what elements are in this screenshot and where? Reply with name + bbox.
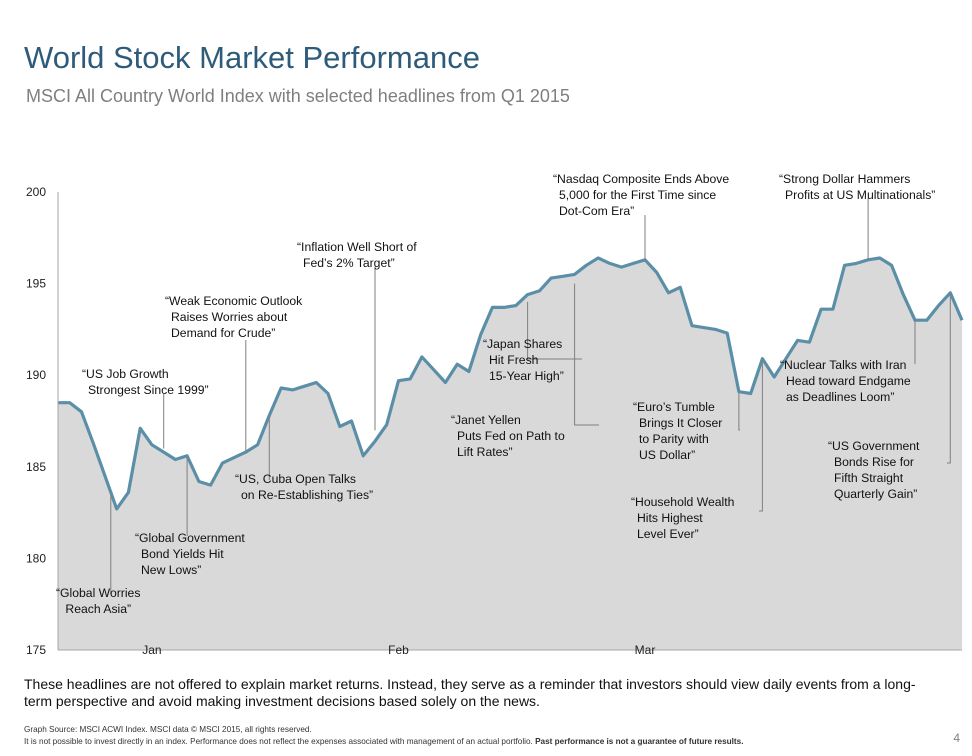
annotation-line: New Lows” xyxy=(141,563,201,577)
annotation-label: “US Job Growth Strongest Since 1999” xyxy=(82,367,209,397)
annotation-line: “US Government xyxy=(828,439,920,453)
annotation-line: “Household Wealth xyxy=(631,495,734,509)
annotation-line: “Global Government xyxy=(135,531,245,545)
annotation-line: 5,000 for the First Time since xyxy=(559,188,716,202)
annotation-line: “US Job Growth xyxy=(82,367,169,381)
annotation-line: Fifth Straight xyxy=(834,471,904,485)
annotation-line: Hit Fresh xyxy=(489,353,538,367)
annotation-label: “Inflation Well Short of Fed’s 2% Target” xyxy=(297,240,417,270)
annotation-line: Reach Asia” xyxy=(62,602,131,616)
annotation-label: “Weak Economic Outlook Raises Worries abo… xyxy=(165,294,303,340)
annotation-line: “Japan Shares xyxy=(483,337,562,351)
annotation-line: Head toward Endgame xyxy=(786,374,911,388)
y-tick-label: 195 xyxy=(26,277,46,291)
annotation-line: Bond Yields Hit xyxy=(141,547,224,561)
y-tick-label: 200 xyxy=(26,185,46,199)
annotation-line: 15-Year High” xyxy=(489,369,564,383)
annotation-line: “Weak Economic Outlook xyxy=(165,294,303,308)
annotation-line: “Nuclear Talks with Iran xyxy=(780,358,906,372)
annotation-line: “US, Cuba Open Talks xyxy=(235,472,356,486)
past-performance-warning: Past performance is not a guarantee of f… xyxy=(535,737,744,746)
annotation-leader xyxy=(574,283,599,426)
annotation-line: Profits at US Multinationals” xyxy=(785,188,935,202)
disclaimer-text: It is not possible to invest directly in… xyxy=(24,737,536,746)
annotation-line: Hits Highest xyxy=(637,511,703,525)
annotation-line: “Inflation Well Short of xyxy=(297,240,417,254)
source-notes: Graph Source: MSCI ACWI Index. MSCI data… xyxy=(24,724,924,748)
annotation-line: Lift Rates” xyxy=(457,445,513,459)
annotation-line: Puts Fed on Path to xyxy=(457,429,565,443)
page-subtitle: MSCI All Country World Index with select… xyxy=(26,86,570,106)
annotation-label: “Nuclear Talks with Iran Head toward Endg… xyxy=(780,358,911,404)
annotation-line: Fed’s 2% Target” xyxy=(303,256,395,270)
annotation-line: as Deadlines Loom” xyxy=(786,390,894,404)
annotation-line: Brings It Closer xyxy=(639,416,722,430)
annotation-leader xyxy=(947,292,951,464)
y-tick-label: 185 xyxy=(26,460,46,474)
annotation-line: Bonds Rise for xyxy=(834,455,914,469)
y-tick-label: 175 xyxy=(26,643,46,657)
annotation-label: “Global Worries Reach Asia” xyxy=(56,586,140,616)
page-title: World Stock Market Performance xyxy=(24,40,480,75)
x-tick-label: Mar xyxy=(635,643,656,657)
index-line xyxy=(58,256,964,511)
annotation-line: Quarterly Gain” xyxy=(834,487,917,501)
annotation-line: “Global Worries xyxy=(56,586,140,600)
annotation-line: US Dollar” xyxy=(639,448,695,462)
index-chart: 175 180 185 190 195 200 Jan Feb Mar “Global Worri… xyxy=(26,172,964,657)
annotation-line: “Janet Yellen xyxy=(451,413,521,427)
source-line: Graph Source: MSCI ACWI Index. MSCI data… xyxy=(24,725,312,734)
performance-disclaimer: It is not possible to invest directly in… xyxy=(24,736,924,748)
annotation-line: Demand for Crude” xyxy=(171,326,275,340)
y-tick-label: 180 xyxy=(26,551,46,565)
annotation-line: “Nasdaq Composite Ends Above xyxy=(553,172,729,186)
annotation-line: on Re-Establishing Ties” xyxy=(241,488,373,502)
annotation-label: “Global Government Bond Yields Hit New Low… xyxy=(135,531,245,577)
annotation-line: Strongest Since 1999” xyxy=(88,383,209,397)
y-tick-label: 190 xyxy=(26,368,46,382)
annotation-leader xyxy=(759,358,763,512)
annotation-label: “Household Wealth Hits Highest Level Ever” xyxy=(631,495,734,541)
index-area xyxy=(58,258,962,650)
page-number: 4 xyxy=(953,731,960,745)
annotation-label: “Strong Dollar Hammers Profits at US Mult… xyxy=(779,172,935,202)
annotation-label: “Nasdaq Composite Ends Above 5,000 for th… xyxy=(553,172,729,218)
disclaimer-note: These headlines are not offered to expla… xyxy=(24,676,916,709)
annotation-line: “Euro’s Tumble xyxy=(633,400,715,414)
x-tick-label: Jan xyxy=(142,643,161,657)
annotation-label: “Janet Yellen Puts Fed on Path to Lift Rat… xyxy=(451,413,565,459)
annotation-leader xyxy=(738,391,740,431)
annotation-line: Level Ever” xyxy=(637,527,699,541)
annotation-label: “US, Cuba Open Talks on Re-Establishing T… xyxy=(235,472,373,502)
annotation-line: Dot-Com Era” xyxy=(559,204,634,218)
annotation-leader xyxy=(527,301,582,360)
x-tick-label: Feb xyxy=(388,643,409,657)
annotation-line: to Parity with xyxy=(639,432,709,446)
annotation-label: “Japan Shares Hit Fresh 15-Year High” xyxy=(483,337,564,383)
annotation-label: “Euro’s Tumble Brings It Closer to Parity … xyxy=(633,400,722,462)
annotation-line: Raises Worries about xyxy=(171,310,288,324)
annotation-label: “US Government Bonds Rise for Fifth Straig… xyxy=(828,439,920,501)
annotation-line: “Strong Dollar Hammers xyxy=(779,172,910,186)
